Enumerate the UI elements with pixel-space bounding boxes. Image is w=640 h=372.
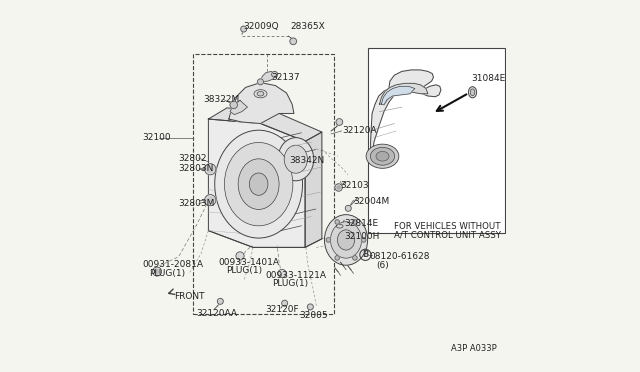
Text: FOR VEHICLES WITHOUT: FOR VEHICLES WITHOUT <box>394 222 501 231</box>
Circle shape <box>241 26 246 32</box>
Bar <box>193 54 334 314</box>
Text: 31084E: 31084E <box>472 74 506 83</box>
Circle shape <box>156 270 159 273</box>
Circle shape <box>307 304 314 310</box>
Ellipse shape <box>254 90 267 98</box>
Ellipse shape <box>324 215 367 265</box>
Circle shape <box>335 220 339 224</box>
Text: A/T CONTROL UNIT ASSY: A/T CONTROL UNIT ASSY <box>394 231 501 240</box>
Bar <box>367 48 505 232</box>
Circle shape <box>152 267 161 276</box>
Ellipse shape <box>215 130 303 238</box>
Ellipse shape <box>238 159 279 209</box>
Text: 32120AA: 32120AA <box>196 309 237 318</box>
Text: 32802: 32802 <box>179 154 207 163</box>
Polygon shape <box>230 100 248 115</box>
Polygon shape <box>229 83 294 124</box>
Circle shape <box>218 298 223 304</box>
Ellipse shape <box>376 151 389 161</box>
Ellipse shape <box>284 145 307 173</box>
Text: 00931-2081A: 00931-2081A <box>142 260 203 269</box>
Polygon shape <box>371 70 441 164</box>
Circle shape <box>335 184 342 191</box>
Circle shape <box>207 166 213 172</box>
Text: PLUG(1): PLUG(1) <box>227 266 262 275</box>
Text: 32005: 32005 <box>300 311 328 320</box>
Text: A3P A033P: A3P A033P <box>451 344 497 353</box>
Text: 38342N: 38342N <box>289 156 324 165</box>
Polygon shape <box>381 86 415 105</box>
Text: 32803N: 32803N <box>179 164 214 173</box>
Circle shape <box>236 252 244 260</box>
Circle shape <box>205 195 216 206</box>
Text: FRONT: FRONT <box>174 292 205 301</box>
Circle shape <box>230 101 237 109</box>
Circle shape <box>353 256 357 260</box>
Circle shape <box>278 269 286 278</box>
Text: 00933-1121A: 00933-1121A <box>265 271 326 280</box>
Ellipse shape <box>371 147 395 165</box>
Ellipse shape <box>250 173 268 195</box>
Ellipse shape <box>337 230 355 250</box>
Text: 00933-1401A: 00933-1401A <box>219 258 280 267</box>
Circle shape <box>282 300 287 306</box>
Circle shape <box>257 79 264 85</box>
Circle shape <box>362 238 366 242</box>
Text: 32100H: 32100H <box>344 232 380 241</box>
Circle shape <box>271 71 278 77</box>
Text: 38322M: 38322M <box>203 95 239 104</box>
Text: 32009Q: 32009Q <box>244 22 280 31</box>
Text: 08120-61628: 08120-61628 <box>369 252 429 261</box>
Text: 32137: 32137 <box>271 73 300 81</box>
Text: 32100: 32100 <box>142 133 171 142</box>
Text: 28365X: 28365X <box>291 22 325 31</box>
Text: 32814E: 32814E <box>344 219 378 228</box>
Text: 32120F: 32120F <box>265 305 299 314</box>
Circle shape <box>290 38 296 45</box>
Circle shape <box>346 205 351 211</box>
Ellipse shape <box>225 142 293 226</box>
Circle shape <box>207 197 213 203</box>
Circle shape <box>205 164 216 175</box>
Circle shape <box>335 256 339 260</box>
Text: (6): (6) <box>376 262 388 270</box>
Polygon shape <box>209 119 305 247</box>
Circle shape <box>353 220 357 224</box>
Ellipse shape <box>468 87 477 98</box>
Ellipse shape <box>278 138 314 181</box>
Text: 32103: 32103 <box>340 181 369 190</box>
Circle shape <box>337 186 340 189</box>
Polygon shape <box>209 108 322 141</box>
Ellipse shape <box>470 89 475 96</box>
Circle shape <box>336 119 342 125</box>
Ellipse shape <box>257 92 264 96</box>
Polygon shape <box>305 132 322 247</box>
Text: 32120A: 32120A <box>342 126 377 135</box>
Text: 32004M: 32004M <box>353 197 390 206</box>
Ellipse shape <box>366 144 399 168</box>
Polygon shape <box>260 71 275 82</box>
Circle shape <box>326 238 331 242</box>
Text: PLUG(1): PLUG(1) <box>149 269 185 278</box>
Ellipse shape <box>330 222 362 258</box>
Text: PLUG(1): PLUG(1) <box>271 279 308 288</box>
Polygon shape <box>380 83 428 104</box>
Text: B: B <box>362 250 369 259</box>
Text: 32803M: 32803M <box>179 199 215 208</box>
